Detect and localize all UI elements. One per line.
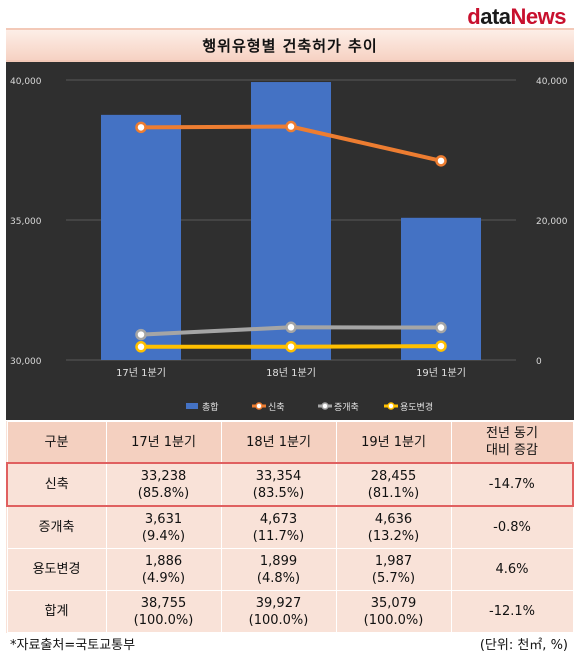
chart-title: 행위유형별 건축허가 추이 [202,36,378,55]
cell-value: 1,899 [259,553,298,569]
row-label: 증개축 [6,505,107,549]
table-header-row: 구분 17년 1분기 18년 1분기 19년 1분기 전년 동기 대비 증감 [6,421,574,464]
cell-share: (9.4%) [141,528,186,544]
left-tick-label: 35,000 [10,217,42,227]
table-cell: 4,673 (11.7%) [220,505,337,549]
legend-label: 신축 [268,402,285,413]
table-row: 신축 33,238 (85.8%) 33,354 (83.5%) 28,455 (81.1%… [6,462,574,507]
table-cell: 33,354 (83.5%) [220,462,337,507]
table-cell: 35,079 (100.0%) [335,590,452,633]
table-row: 합계 38,755 (100.0%) 39,927 (100.0%) 35,079 (100… [6,590,574,633]
table-row: 용도변경 1,886 (4.9%) 1,899 (4.8%) 1,987 (5.7%) 4.6… [6,548,574,591]
legend-marker [255,402,263,410]
left-tick-label: 40,000 [10,77,42,87]
row-label: 용도변경 [6,548,107,591]
cell-value: 3,631 [144,511,183,527]
table-cell: 33,238 (85.8%) [105,462,222,507]
table-cell: 1,886 (4.9%) [105,548,222,591]
cell-value: 28,455 [370,468,417,484]
header-q1-2019: 19년 1분기 [335,421,452,464]
cell-share: (100.0%) [133,612,194,628]
cell-share: (13.2%) [367,528,420,544]
cell-share: (85.8%) [137,485,190,501]
header-q1-2018: 18년 1분기 [220,421,337,464]
point-1-2 [435,155,447,167]
cell-share: (4.9%) [141,570,186,586]
row-change: -12.1% [450,590,574,633]
category-label: 19년 1분기 [416,367,466,379]
table-cell: 1,899 (4.8%) [220,548,337,591]
legend-marker [387,402,395,410]
bar-0-0 [101,114,181,360]
table-cell: 3,631 (9.4%) [105,505,222,549]
header-yoy-change: 전년 동기 대비 증감 [450,421,574,464]
row-change: -0.8% [450,505,574,549]
row-change: 4.6% [450,548,574,591]
legend-marker [321,402,329,410]
cell-share: (11.7%) [252,528,305,544]
cell-value: 35,079 [370,595,417,611]
table-cell: 28,455 (81.1%) [335,462,452,507]
cell-value: 1,987 [374,553,413,569]
table-row: 증개축 3,631 (9.4%) 4,673 (11.7%) 4,636 (13.2%) -0… [6,505,574,549]
chart-area: 30,000 35,000 40,000 0 20,000 40,000 17년 1분기 18… [6,62,574,420]
category-label: 17년 1분기 [116,367,166,379]
legend-label: 증개축 [334,402,359,413]
cell-value: 4,636 [374,511,413,527]
cell-share: (81.1%) [367,485,420,501]
left-tick-label: 30,000 [10,357,42,367]
cell-share: (5.7%) [371,570,416,586]
right-tick-label: 0 [536,357,542,367]
bar-0-2 [401,217,481,360]
header-category: 구분 [6,421,107,464]
table-cell: 4,636 (13.2%) [335,505,452,549]
cell-value: 33,238 [140,468,187,484]
point-1-0 [135,121,147,134]
point-3-1 [285,340,297,353]
row-label: 합계 [6,590,107,633]
cell-value: 33,354 [255,468,302,484]
legend-swatch [186,403,198,409]
combo-chart: 30,000 35,000 40,000 0 20,000 40,000 17년 1분기 18… [10,77,568,413]
legend-label: 용도변경 [400,401,433,413]
table-cell: 39,927 (100.0%) [220,590,337,633]
source-note: *자료출처=국토교통부 [10,638,136,653]
cell-value: 1,886 [144,553,183,569]
point-3-0 [135,341,147,353]
cell-share: (83.5%) [252,485,305,501]
unit-note: (단위: 천㎡, %) [479,638,568,653]
legend-label: 총합 [202,402,219,413]
point-1-1 [285,120,297,133]
point-2-0 [135,328,147,341]
datanews-logo: dataNews [467,4,566,29]
point-2-1 [285,321,297,334]
data-table: 구분 17년 1분기 18년 1분기 19년 1분기 전년 동기 대비 증감 신축… [6,421,574,633]
row-change: -14.7% [450,462,574,507]
cell-share: (100.0%) [248,612,309,628]
cell-share: (100.0%) [363,612,424,628]
header-q1-2017: 17년 1분기 [105,421,222,464]
right-tick-label: 40,000 [536,77,568,87]
table-cell: 38,755 (100.0%) [105,590,222,633]
chart-title-bar: 행위유형별 건축허가 추이 [6,28,574,62]
point-2-2 [435,321,447,334]
right-tick-label: 20,000 [536,217,568,227]
cell-value: 4,673 [259,511,298,527]
cell-share: (4.8%) [256,570,301,586]
category-label: 18년 1분기 [266,367,316,379]
cell-value: 39,927 [255,595,302,611]
cell-value: 38,755 [140,595,187,611]
point-3-2 [435,340,447,352]
table-cell: 1,987 (5.7%) [335,548,452,591]
row-label: 신축 [6,462,107,507]
